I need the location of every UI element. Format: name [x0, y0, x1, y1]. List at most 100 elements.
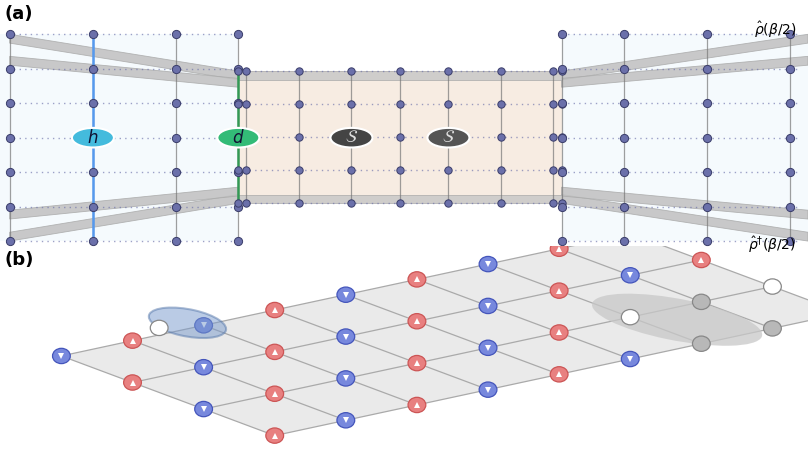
Ellipse shape [479, 382, 497, 397]
Text: $h$: $h$ [87, 129, 99, 147]
Polygon shape [562, 195, 808, 241]
Ellipse shape [692, 294, 710, 309]
Ellipse shape [72, 128, 114, 147]
Ellipse shape [764, 321, 781, 336]
Point [555, 134, 568, 141]
Ellipse shape [124, 333, 141, 349]
Point [170, 30, 183, 38]
Point [393, 101, 406, 108]
Point [617, 65, 630, 72]
Point [617, 100, 630, 107]
Ellipse shape [479, 257, 497, 272]
Ellipse shape [195, 359, 213, 375]
Point [232, 134, 245, 141]
Point [3, 238, 16, 245]
Point [232, 238, 245, 245]
Polygon shape [562, 56, 808, 87]
Ellipse shape [479, 340, 497, 355]
Ellipse shape [550, 367, 568, 382]
Point [555, 168, 568, 176]
Point [240, 134, 253, 141]
Ellipse shape [149, 308, 226, 338]
Point [784, 30, 797, 38]
Point [555, 167, 568, 174]
Point [240, 67, 253, 75]
Point [547, 200, 560, 207]
Text: $\hat{\rho}(\beta/2)$: $\hat{\rho}(\beta/2)$ [754, 20, 796, 40]
Polygon shape [238, 195, 562, 203]
Point [232, 203, 245, 210]
Point [232, 30, 245, 38]
Point [547, 167, 560, 174]
Ellipse shape [408, 397, 426, 413]
Point [3, 65, 16, 72]
Point [555, 200, 568, 207]
Point [3, 100, 16, 107]
Point [170, 168, 183, 176]
Point [86, 30, 99, 38]
Point [617, 238, 630, 245]
Point [292, 167, 305, 174]
Point [701, 65, 713, 72]
Point [240, 101, 253, 108]
Point [3, 168, 16, 176]
Point [232, 67, 245, 75]
Point [86, 100, 99, 107]
Ellipse shape [550, 241, 568, 257]
Ellipse shape [195, 401, 213, 417]
Point [345, 134, 358, 141]
Ellipse shape [337, 371, 355, 386]
Point [86, 238, 99, 245]
Ellipse shape [764, 279, 781, 294]
Point [232, 168, 245, 176]
Polygon shape [10, 187, 238, 219]
Point [701, 238, 713, 245]
Point [442, 134, 455, 141]
Point [240, 167, 253, 174]
Polygon shape [238, 71, 562, 203]
Point [547, 67, 560, 75]
Point [784, 203, 797, 210]
Point [555, 30, 568, 38]
Point [555, 65, 568, 72]
Ellipse shape [195, 318, 213, 333]
Point [494, 134, 507, 141]
Polygon shape [238, 71, 562, 80]
Point [393, 67, 406, 75]
Text: $\mathcal{S}$: $\mathcal{S}$ [442, 129, 455, 146]
Ellipse shape [266, 303, 284, 318]
Point [555, 203, 568, 210]
Point [3, 134, 16, 142]
Polygon shape [61, 233, 808, 435]
Ellipse shape [337, 329, 355, 344]
Polygon shape [0, 34, 238, 241]
Point [345, 167, 358, 174]
Ellipse shape [621, 351, 639, 367]
Point [555, 100, 568, 107]
Ellipse shape [621, 268, 639, 283]
Point [240, 200, 253, 207]
Point [442, 167, 455, 174]
Point [784, 65, 797, 72]
Point [170, 65, 183, 72]
Point [701, 134, 713, 142]
Point [701, 30, 713, 38]
Point [555, 134, 568, 142]
Ellipse shape [330, 128, 372, 147]
Ellipse shape [621, 309, 639, 325]
Point [393, 167, 406, 174]
Point [3, 30, 16, 38]
Point [701, 203, 713, 210]
Point [86, 168, 99, 176]
Point [617, 30, 630, 38]
Ellipse shape [217, 128, 259, 147]
Point [292, 67, 305, 75]
Point [555, 238, 568, 245]
Point [547, 134, 560, 141]
Point [345, 200, 358, 207]
Polygon shape [562, 34, 808, 241]
Point [555, 101, 568, 108]
Text: $\mathcal{S}$: $\mathcal{S}$ [345, 129, 358, 146]
Point [617, 168, 630, 176]
Ellipse shape [479, 298, 497, 313]
